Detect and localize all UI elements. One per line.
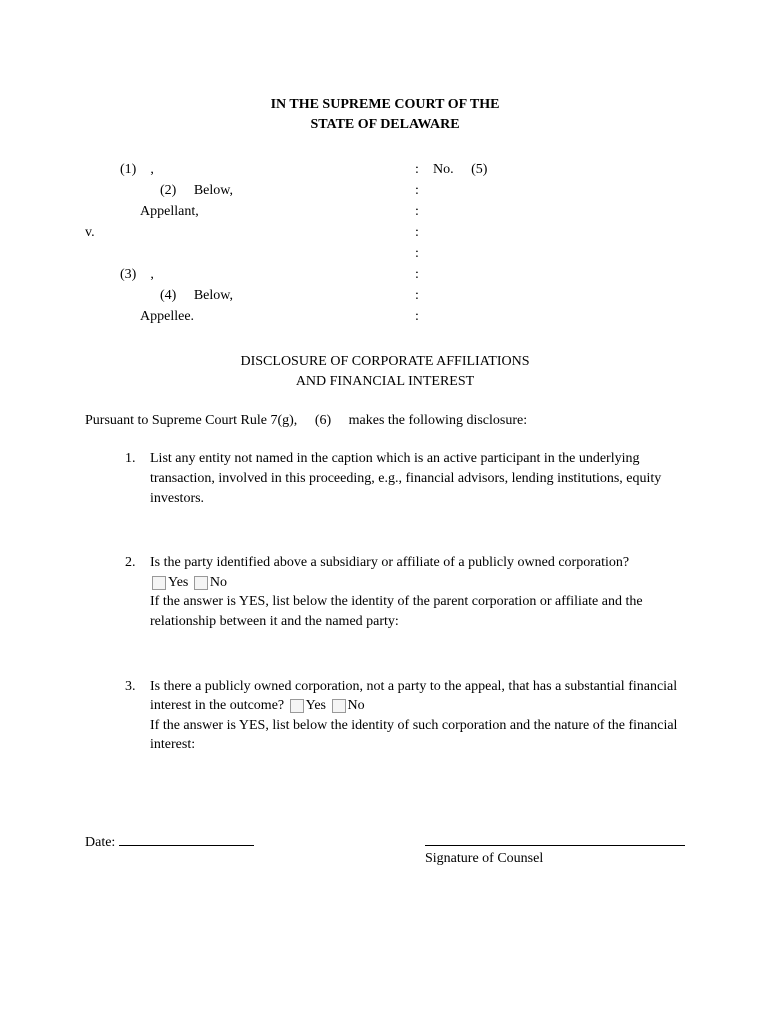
question-3: 3. Is there a publicly owned corporation…	[125, 677, 685, 755]
item-number-1: 1.	[125, 449, 150, 508]
caption-colon: :	[415, 222, 433, 243]
signature-label: Signature of Counsel	[425, 851, 543, 866]
caption-blank2: (2)	[85, 183, 176, 198]
signature-area: Date: Signature of Counsel	[85, 835, 685, 867]
caption-below1: Below,	[194, 183, 233, 198]
caption-blank3: (3)	[85, 267, 136, 282]
intro-prefix: Pursuant to Supreme Court Rule 7(g),	[85, 413, 297, 428]
intro-paragraph: Pursuant to Supreme Court Rule 7(g), (6)…	[85, 413, 685, 429]
no-label: No	[210, 575, 227, 590]
item-number-3: 3.	[125, 677, 150, 755]
item-number-2: 2.	[125, 553, 150, 631]
caption-colon: :	[415, 306, 433, 327]
question-2b-text: If the answer is YES, list below the ide…	[150, 594, 643, 629]
question-1: 1. List any entity not named in the capt…	[125, 449, 685, 508]
question-2a-text: Is the party identified above a subsidia…	[150, 555, 629, 570]
caption-colon: :	[415, 243, 433, 264]
case-caption: (1) , : No. (5) (2) Below, : Appellant, …	[85, 159, 685, 327]
intro-suffix: makes the following disclosure:	[349, 413, 527, 428]
caption-blank4: (4)	[85, 288, 176, 303]
date-label: Date:	[85, 835, 115, 850]
yes-label: Yes	[168, 575, 188, 590]
caption-colon: :	[415, 285, 433, 306]
appellee-label: Appellee.	[85, 309, 194, 324]
question-3a-text: Is there a publicly owned corporation, n…	[150, 679, 677, 714]
court-header-line2: STATE OF DELAWARE	[85, 115, 685, 135]
caption-colon: :	[415, 180, 433, 201]
caption-colon: :	[415, 201, 433, 222]
doc-title-line1: DISCLOSURE OF CORPORATE AFFILIATIONS	[85, 352, 685, 372]
signature-line[interactable]	[425, 845, 685, 846]
caption-blank5: (5)	[471, 162, 487, 177]
checkbox-no-q2[interactable]	[194, 576, 208, 590]
checkbox-yes-q3[interactable]	[290, 699, 304, 713]
case-no-label: No.	[433, 162, 454, 177]
document-title: DISCLOSURE OF CORPORATE AFFILIATIONS AND…	[85, 352, 685, 391]
intro-blank6: (6)	[315, 413, 331, 428]
no-label-q3: No	[348, 698, 365, 713]
caption-colon: :	[415, 159, 433, 180]
page-container: IN THE SUPREME COURT OF THE STATE OF DEL…	[0, 0, 770, 927]
caption-blank1: (1)	[85, 162, 136, 177]
signature-block: Signature of Counsel	[425, 835, 685, 867]
checkbox-yes-q2[interactable]	[152, 576, 166, 590]
question-2: 2. Is the party identified above a subsi…	[125, 553, 685, 631]
yes-label-q3: Yes	[306, 698, 326, 713]
date-field: Date:	[85, 835, 254, 851]
question-1-text: List any entity not named in the caption…	[150, 449, 685, 508]
court-header-line1: IN THE SUPREME COURT OF THE	[85, 95, 685, 115]
versus-label: v.	[85, 225, 95, 240]
doc-title-line2: AND FINANCIAL INTEREST	[85, 372, 685, 392]
caption-colon: :	[415, 264, 433, 285]
date-line[interactable]	[119, 845, 254, 846]
question-3b-text: If the answer is YES, list below the ide…	[150, 718, 677, 753]
court-header: IN THE SUPREME COURT OF THE STATE OF DEL…	[85, 95, 685, 134]
caption-below2: Below,	[194, 288, 233, 303]
checkbox-no-q3[interactable]	[332, 699, 346, 713]
appellant-label: Appellant,	[85, 204, 199, 219]
